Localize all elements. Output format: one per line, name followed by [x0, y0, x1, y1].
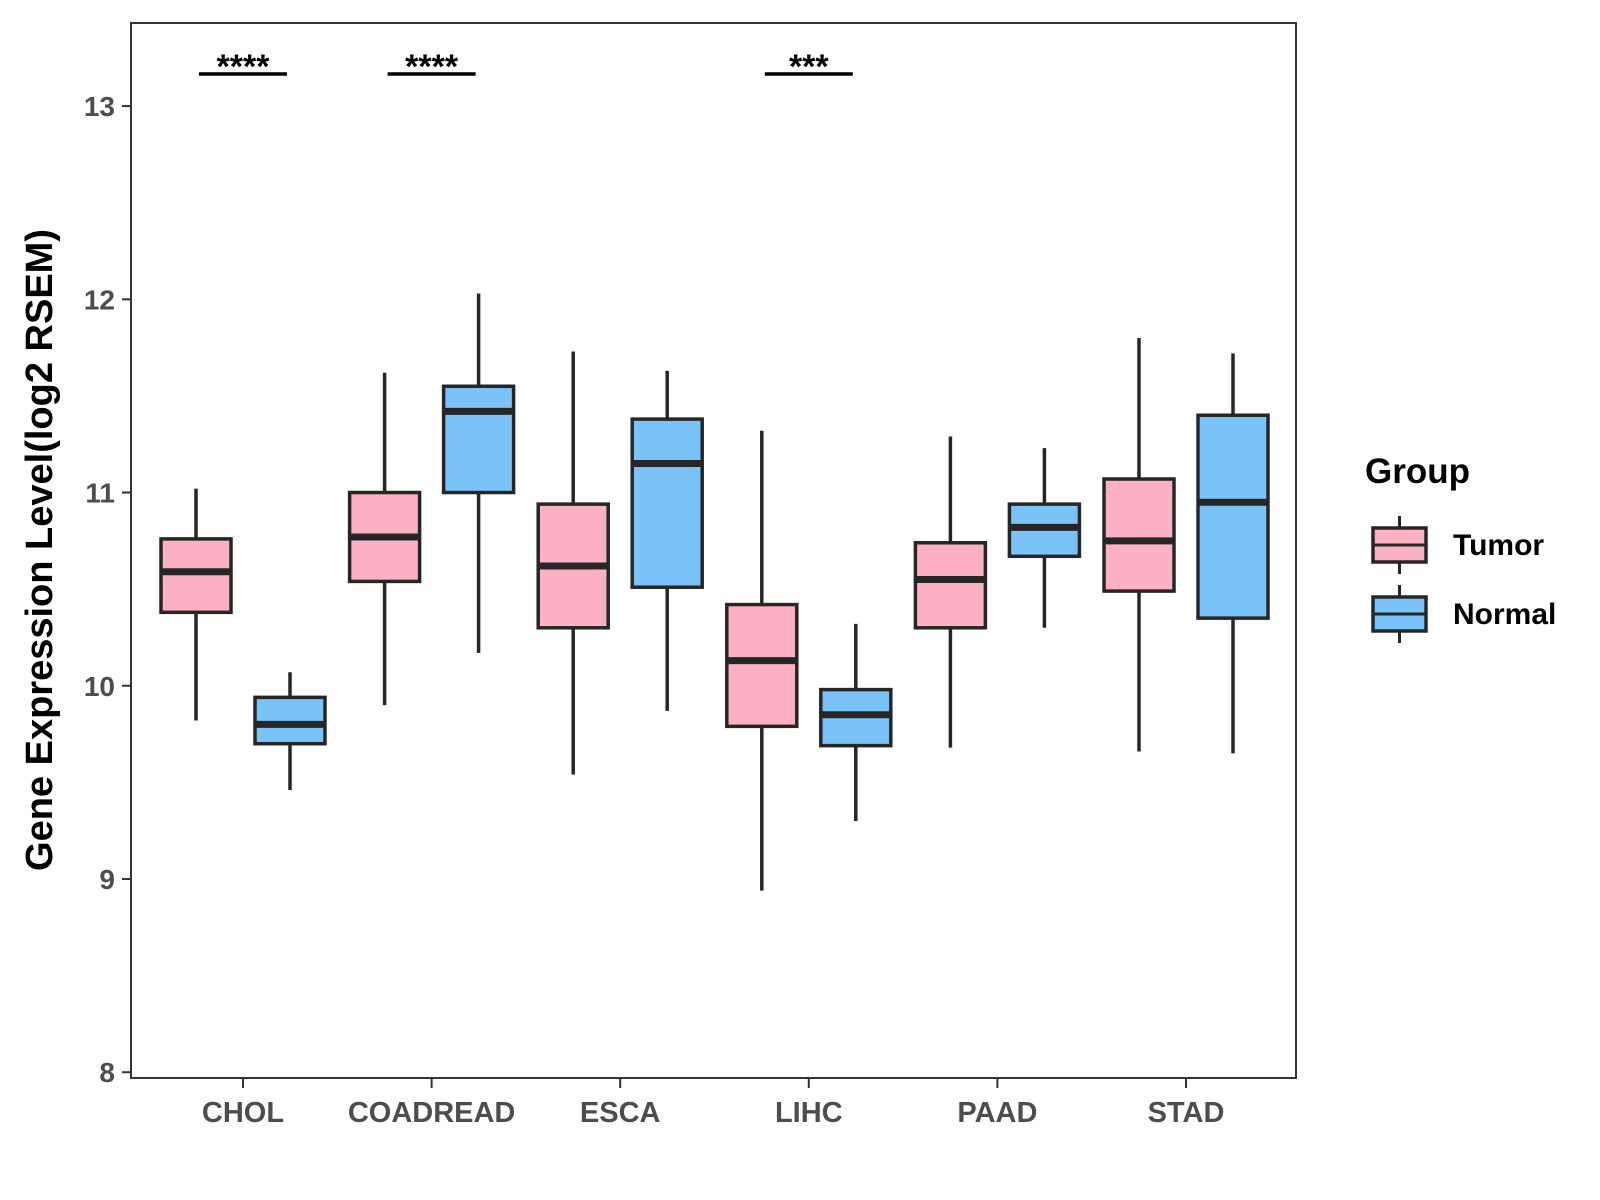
- y-tick-label: 10: [84, 671, 115, 702]
- y-tick-label: 9: [99, 864, 115, 895]
- plot-panel-border: [130, 22, 1297, 1079]
- y-tick-label: 12: [84, 284, 115, 315]
- x-tick-label: CHOL: [202, 1097, 284, 1129]
- box-normal-stad: [1196, 353, 1270, 754]
- y-tick-label: 13: [84, 91, 115, 122]
- legend-label-tumor: Tumor: [1453, 529, 1544, 562]
- box-normal-lihc: [819, 623, 893, 822]
- y-tick-label: 11: [85, 478, 115, 509]
- box-normal-coadread: [441, 293, 516, 653]
- box-tumor-coadread: [347, 372, 422, 706]
- y-axis: 8 9 10 11 12 13: [84, 91, 131, 1088]
- legend-key-tumor: [1371, 516, 1428, 574]
- legend-label-normal: Normal: [1453, 598, 1556, 631]
- boxes-layer: [159, 293, 1270, 891]
- box-tumor-paad: [913, 436, 988, 748]
- x-tick-label: ESCA: [580, 1097, 661, 1129]
- legend-key-normal: [1371, 585, 1428, 643]
- y-axis-title: Gene Expression Level(log2 RSEM): [19, 229, 61, 871]
- box-iqr: [725, 602, 799, 729]
- x-tick-label: STAD: [1148, 1097, 1225, 1129]
- box-normal-chol: [253, 672, 327, 791]
- significance-label: ***: [789, 48, 829, 86]
- box-tumor-esca: [536, 351, 610, 775]
- box-iqr: [1102, 477, 1176, 593]
- y-tick-label: 8: [99, 1057, 115, 1088]
- x-tick-label: COADREAD: [348, 1097, 516, 1129]
- box-tumor-chol: [159, 488, 233, 721]
- x-tick-label: LIHC: [775, 1097, 843, 1129]
- box-iqr: [441, 384, 516, 495]
- significance-label: ****: [217, 48, 271, 86]
- significance-layer: **** **** ***: [199, 48, 853, 86]
- x-tick-label: PAAD: [957, 1097, 1037, 1129]
- legend: Group Tumor Normal: [1365, 452, 1556, 643]
- box-iqr: [253, 695, 327, 746]
- box-tumor-stad: [1102, 337, 1176, 752]
- box-iqr: [630, 417, 704, 589]
- significance-label: ****: [405, 48, 459, 86]
- box-normal-esca: [630, 370, 704, 711]
- box-iqr: [913, 541, 988, 630]
- box-tumor-lihc: [725, 430, 799, 891]
- box-iqr: [159, 537, 233, 615]
- box-normal-paad: [1007, 448, 1082, 628]
- x-axis: CHOL COADREAD ESCA LIHC PAAD STAD: [202, 1078, 1224, 1129]
- legend-title: Group: [1365, 452, 1470, 491]
- box-iqr: [1196, 413, 1270, 620]
